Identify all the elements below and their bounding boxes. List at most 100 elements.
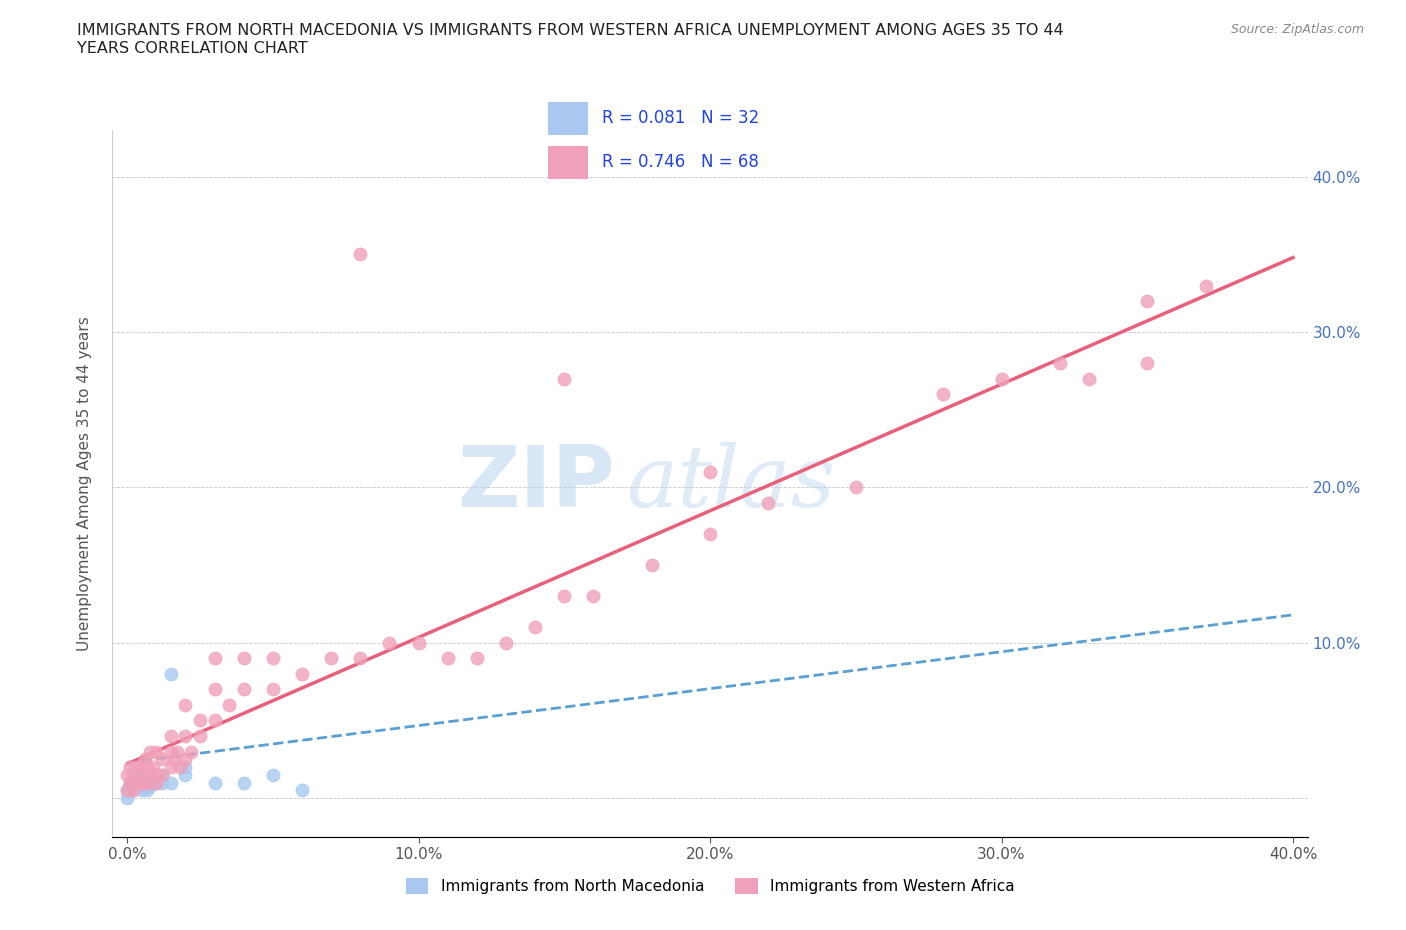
Point: [145, 767, 167, 782]
Point: [136, 760, 159, 775]
Point: [145, 776, 167, 790]
Point: [378, 635, 401, 650]
Point: [131, 783, 153, 798]
Point: [150, 751, 173, 766]
Point: [1194, 278, 1216, 293]
Point: [145, 776, 167, 790]
Point: [122, 776, 145, 790]
Point: [115, 783, 138, 798]
Legend: Immigrants from North Macedonia, Immigrants from Western Africa: Immigrants from North Macedonia, Immigra…: [399, 871, 1021, 900]
Point: [495, 635, 517, 650]
Point: [139, 744, 162, 759]
Point: [232, 682, 254, 697]
Point: [118, 776, 141, 790]
Point: [204, 651, 226, 666]
Point: [128, 776, 150, 790]
Point: [159, 744, 181, 759]
Text: ZIP: ZIP: [457, 442, 614, 525]
Point: [1136, 356, 1159, 371]
Point: [134, 772, 156, 787]
Point: [145, 767, 167, 782]
Point: [118, 760, 141, 775]
Point: [699, 526, 721, 541]
Point: [349, 247, 371, 262]
Point: [1078, 371, 1101, 386]
Point: [159, 760, 181, 775]
Point: [131, 776, 153, 790]
Point: [262, 682, 284, 697]
Y-axis label: Unemployment Among Ages 35 to 44 years: Unemployment Among Ages 35 to 44 years: [77, 316, 91, 651]
Point: [553, 371, 575, 386]
Point: [125, 778, 148, 793]
Point: [118, 783, 141, 798]
Point: [1136, 294, 1159, 309]
Point: [174, 698, 197, 712]
Text: IMMIGRANTS FROM NORTH MACEDONIA VS IMMIGRANTS FROM WESTERN AFRICA UNEMPLOYMENT A: IMMIGRANTS FROM NORTH MACEDONIA VS IMMIG…: [77, 23, 1064, 56]
Point: [262, 651, 284, 666]
Point: [174, 751, 197, 766]
Point: [218, 698, 240, 712]
FancyBboxPatch shape: [548, 102, 588, 135]
Point: [408, 635, 430, 650]
Point: [131, 776, 153, 790]
Point: [166, 744, 188, 759]
Point: [131, 760, 153, 775]
Point: [122, 767, 145, 782]
Point: [436, 651, 458, 666]
Point: [134, 751, 156, 766]
Point: [465, 651, 488, 666]
Point: [169, 760, 191, 775]
Point: [139, 778, 162, 793]
Point: [232, 776, 254, 790]
Point: [118, 776, 141, 790]
Point: [524, 620, 547, 635]
Point: [136, 783, 159, 798]
Point: [136, 776, 159, 790]
Point: [163, 751, 186, 766]
Point: [145, 744, 167, 759]
Point: [142, 760, 165, 775]
Point: [845, 480, 868, 495]
FancyBboxPatch shape: [548, 146, 588, 179]
Point: [262, 767, 284, 782]
Point: [174, 767, 197, 782]
Point: [125, 772, 148, 787]
Point: [188, 728, 211, 743]
Point: [115, 790, 138, 805]
Point: [180, 744, 202, 759]
Point: [134, 776, 156, 790]
Point: [756, 496, 779, 511]
Point: [582, 589, 605, 604]
Point: [204, 682, 226, 697]
Point: [291, 667, 314, 682]
Point: [125, 776, 148, 790]
Point: [128, 767, 150, 782]
Point: [134, 778, 156, 793]
Point: [990, 371, 1012, 386]
Point: [349, 651, 371, 666]
Text: Source: ZipAtlas.com: Source: ZipAtlas.com: [1230, 23, 1364, 36]
Text: R = 0.081   N = 32: R = 0.081 N = 32: [602, 109, 759, 127]
Point: [932, 387, 955, 402]
Point: [188, 713, 211, 728]
Point: [150, 767, 173, 782]
Point: [159, 667, 181, 682]
Point: [159, 776, 181, 790]
Point: [291, 783, 314, 798]
Point: [139, 772, 162, 787]
Text: atlas: atlas: [627, 443, 835, 525]
Point: [553, 589, 575, 604]
Point: [232, 651, 254, 666]
Point: [142, 776, 165, 790]
Point: [131, 767, 153, 782]
Point: [115, 783, 138, 798]
Text: R = 0.746   N = 68: R = 0.746 N = 68: [602, 153, 759, 171]
Point: [204, 713, 226, 728]
Point: [174, 760, 197, 775]
Point: [150, 767, 173, 782]
Point: [136, 776, 159, 790]
Point: [122, 783, 145, 798]
Point: [204, 776, 226, 790]
Point: [115, 767, 138, 782]
Point: [122, 783, 145, 798]
